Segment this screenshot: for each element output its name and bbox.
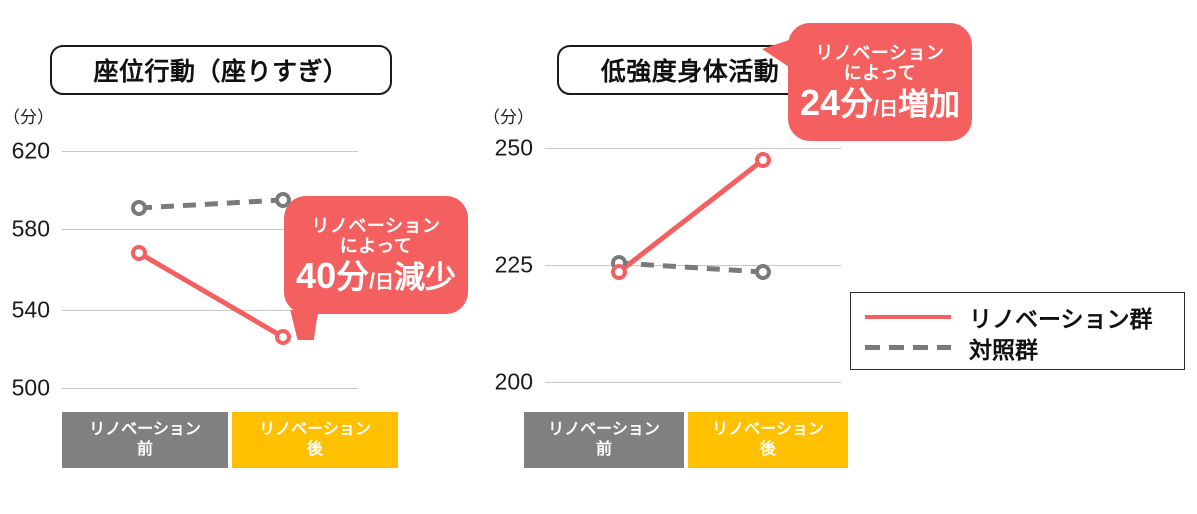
callout-slash: /: [369, 270, 375, 294]
chart-panel-light-activity: 低強度身体活動 （分） 250 225 200 リノベーション によって 24分…: [480, 0, 1197, 514]
gridline-620: 620: [12, 138, 358, 164]
marker-renovation-after: [755, 152, 771, 168]
callout-sedentary-decrease: リノベーション によって 40分/日減少: [284, 196, 468, 340]
y-tick-label: 250: [494, 134, 533, 161]
line-renovation-group: [136, 250, 286, 340]
x-category-after: リノベーション 後: [688, 412, 848, 468]
callout-number: 24: [800, 82, 841, 124]
x-axis-categories-sedentary: リノベーション 前 リノベーション 後: [62, 412, 402, 468]
chart-title-light-activity: 低強度身体活動: [557, 45, 823, 95]
chart-legend: リノベーション群 対照群: [850, 292, 1185, 370]
x-category-before-line-2: 前: [136, 441, 153, 458]
line-renovation-group: [616, 157, 766, 275]
plot-area-light-activity: 250 225 200: [495, 135, 841, 395]
marker-control-after: [275, 192, 291, 208]
x-axis-categories-light-activity: リノベーション 前 リノベーション 後: [524, 412, 852, 468]
x-category-before: リノベーション 前: [62, 412, 228, 468]
callout-day-kanji: 日: [878, 99, 898, 121]
series-lines-light-activity: [611, 152, 771, 280]
plot-area-sedentary: 620 580 540 500: [12, 138, 358, 401]
callout-verb: 増加: [897, 87, 960, 123]
callout-unit-kanji: 分: [840, 85, 874, 123]
line-control-group: [618, 260, 764, 275]
callout-value: 40分/日減少: [296, 258, 456, 294]
y-tick-label: 500: [11, 374, 50, 401]
x-category-before-line-1: リノベーション: [89, 421, 201, 438]
gridline-540: 540: [12, 297, 358, 323]
callout-value: 24分/日増加: [800, 85, 960, 121]
gridline-200: 200: [495, 369, 841, 395]
series-lines-sedentary: [131, 192, 291, 345]
legend-key-solid-line: [865, 314, 951, 319]
callout-tail: [762, 39, 792, 69]
x-category-after-line-2: 後: [759, 441, 776, 458]
callout-number: 40: [296, 255, 337, 297]
y-tick-label: 540: [11, 296, 50, 323]
callout-line-1: リノベーション: [311, 215, 441, 236]
gridline-580: 580: [12, 216, 358, 242]
legend-label-control: 対照群: [969, 336, 1038, 363]
gridline-500: 500: [12, 375, 358, 401]
callout-line-2: によって: [843, 63, 917, 83]
legend-label-renovation: リノベーション群: [969, 305, 1153, 332]
gridline-250: 250: [495, 135, 841, 161]
x-category-after: リノベーション 後: [232, 412, 398, 468]
legend-key-dashed-line: [865, 345, 951, 350]
marker-renovation-after: [275, 329, 291, 345]
legend-item-control: 対照群: [865, 332, 1170, 363]
callout-verb: 減少: [393, 260, 456, 296]
x-category-before-line-1: リノベーション: [548, 421, 660, 438]
y-tick-label: 620: [11, 137, 50, 164]
callout-slash: /: [873, 97, 879, 121]
legend-item-renovation: リノベーション群: [865, 301, 1170, 332]
y-axis-unit-label: （分）: [483, 108, 534, 127]
callout-line-1: リノベーション: [815, 42, 945, 63]
callout-line-2: によって: [339, 236, 413, 256]
chart-title-sedentary: 座位行動（座りすぎ）: [50, 45, 392, 95]
callout-unit-kanji: 分: [336, 258, 370, 296]
y-tick-label: 225: [494, 251, 533, 278]
marker-renovation-before: [611, 264, 627, 280]
marker-control-before: [131, 200, 147, 216]
y-tick-label: 200: [494, 368, 533, 395]
marker-renovation-before: [131, 245, 147, 261]
x-category-after-line-1: リノベーション: [259, 421, 371, 438]
callout-day-kanji: 日: [374, 272, 394, 294]
y-tick-label: 580: [11, 215, 50, 242]
x-category-after-line-2: 後: [306, 441, 323, 458]
line-control-group: [138, 197, 284, 211]
chart-panel-sedentary: 座位行動（座りすぎ） （分） 620 580 540 500 リノベーション に…: [0, 0, 480, 514]
y-axis-unit-label: （分）: [3, 108, 54, 127]
callout-light-activity-increase: リノベーション によって 24分/日増加: [762, 23, 972, 141]
x-category-before-line-2: 前: [595, 441, 612, 458]
x-category-before: リノベーション 前: [524, 412, 684, 468]
marker-control-after: [755, 264, 771, 280]
x-category-after-line-1: リノベーション: [712, 421, 824, 438]
